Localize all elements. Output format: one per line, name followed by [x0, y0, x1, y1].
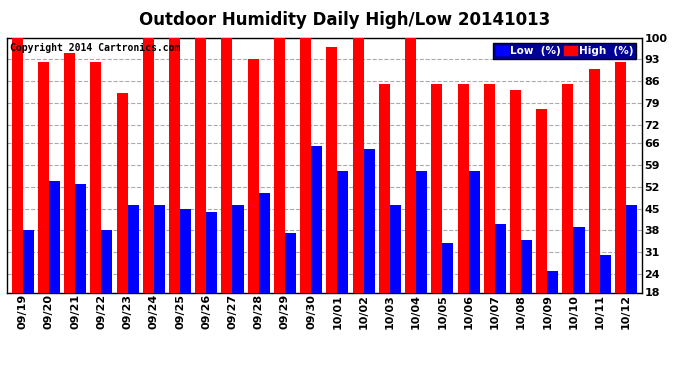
Bar [101, 230, 112, 348]
Bar [326, 47, 337, 348]
Bar [90, 62, 101, 348]
Bar [337, 171, 348, 348]
Bar [364, 150, 375, 348]
Bar [285, 233, 296, 348]
Bar [457, 84, 469, 348]
Bar [206, 211, 217, 348]
Bar [143, 38, 154, 348]
Bar [405, 38, 416, 348]
Bar [117, 93, 128, 348]
Bar [128, 206, 139, 348]
Bar [180, 209, 191, 348]
Bar [248, 59, 259, 348]
Bar [416, 171, 427, 348]
Bar [615, 62, 626, 348]
Text: Outdoor Humidity Daily High/Low 20141013: Outdoor Humidity Daily High/Low 20141013 [139, 11, 551, 29]
Bar [221, 38, 233, 348]
Bar [600, 255, 611, 348]
Bar [495, 224, 506, 348]
Legend: Low  (%), High  (%): Low (%), High (%) [493, 43, 636, 59]
Bar [75, 184, 86, 348]
Bar [154, 206, 165, 348]
Bar [562, 84, 573, 348]
Bar [379, 84, 390, 348]
Bar [49, 180, 60, 348]
Bar [23, 230, 34, 348]
Bar [484, 84, 495, 348]
Bar [521, 240, 532, 348]
Bar [233, 206, 244, 348]
Bar [573, 227, 584, 348]
Bar [431, 84, 442, 348]
Bar [547, 271, 558, 348]
Bar [626, 206, 637, 348]
Bar [12, 38, 23, 348]
Bar [589, 69, 600, 348]
Bar [353, 38, 364, 348]
Bar [195, 38, 206, 348]
Text: Copyright 2014 Cartronics.com: Copyright 2014 Cartronics.com [10, 43, 181, 52]
Bar [64, 53, 75, 348]
Bar [300, 38, 311, 348]
Bar [536, 109, 547, 348]
Bar [169, 38, 180, 348]
Bar [259, 193, 270, 348]
Bar [442, 243, 453, 348]
Bar [274, 38, 285, 348]
Bar [390, 206, 401, 348]
Bar [469, 171, 480, 348]
Bar [38, 62, 49, 348]
Bar [510, 90, 521, 348]
Bar [311, 146, 322, 348]
